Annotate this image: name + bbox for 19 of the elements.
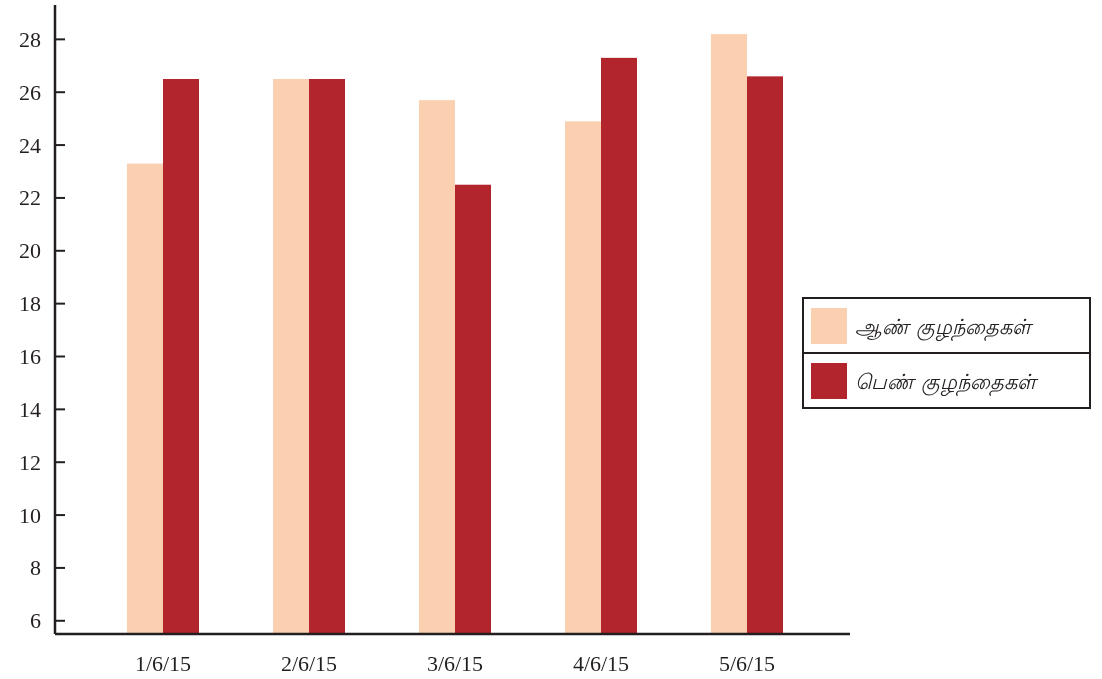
y-tick-label: 10: [19, 502, 41, 528]
y-tick-label: 18: [19, 291, 41, 317]
x-tick-label: 5/6/15: [718, 650, 776, 676]
x-tick-label: 4/6/15: [572, 650, 630, 676]
y-tick-label: 22: [19, 185, 41, 211]
legend-label: ஆண் குழந்தைகள்: [855, 315, 1034, 342]
y-tick-label: 28: [19, 26, 41, 52]
y-tick-label: 12: [19, 449, 41, 475]
y-tick-label: 6: [30, 608, 41, 634]
y-tick-label: 14: [19, 396, 41, 422]
y-tick-label: 8: [30, 555, 41, 581]
y-tick-label: 16: [19, 344, 41, 369]
x-tick-label: 2/6/15: [280, 650, 338, 676]
y-tick-label: 24: [19, 132, 41, 158]
x-tick-label: 1/6/15: [134, 650, 192, 676]
x-tick-label: 3/6/15: [426, 650, 484, 676]
y-tick-label: 26: [19, 79, 41, 105]
legend-label: பெண் குழந்தைகள்: [855, 370, 1039, 397]
y-tick-label: 20: [19, 238, 41, 264]
